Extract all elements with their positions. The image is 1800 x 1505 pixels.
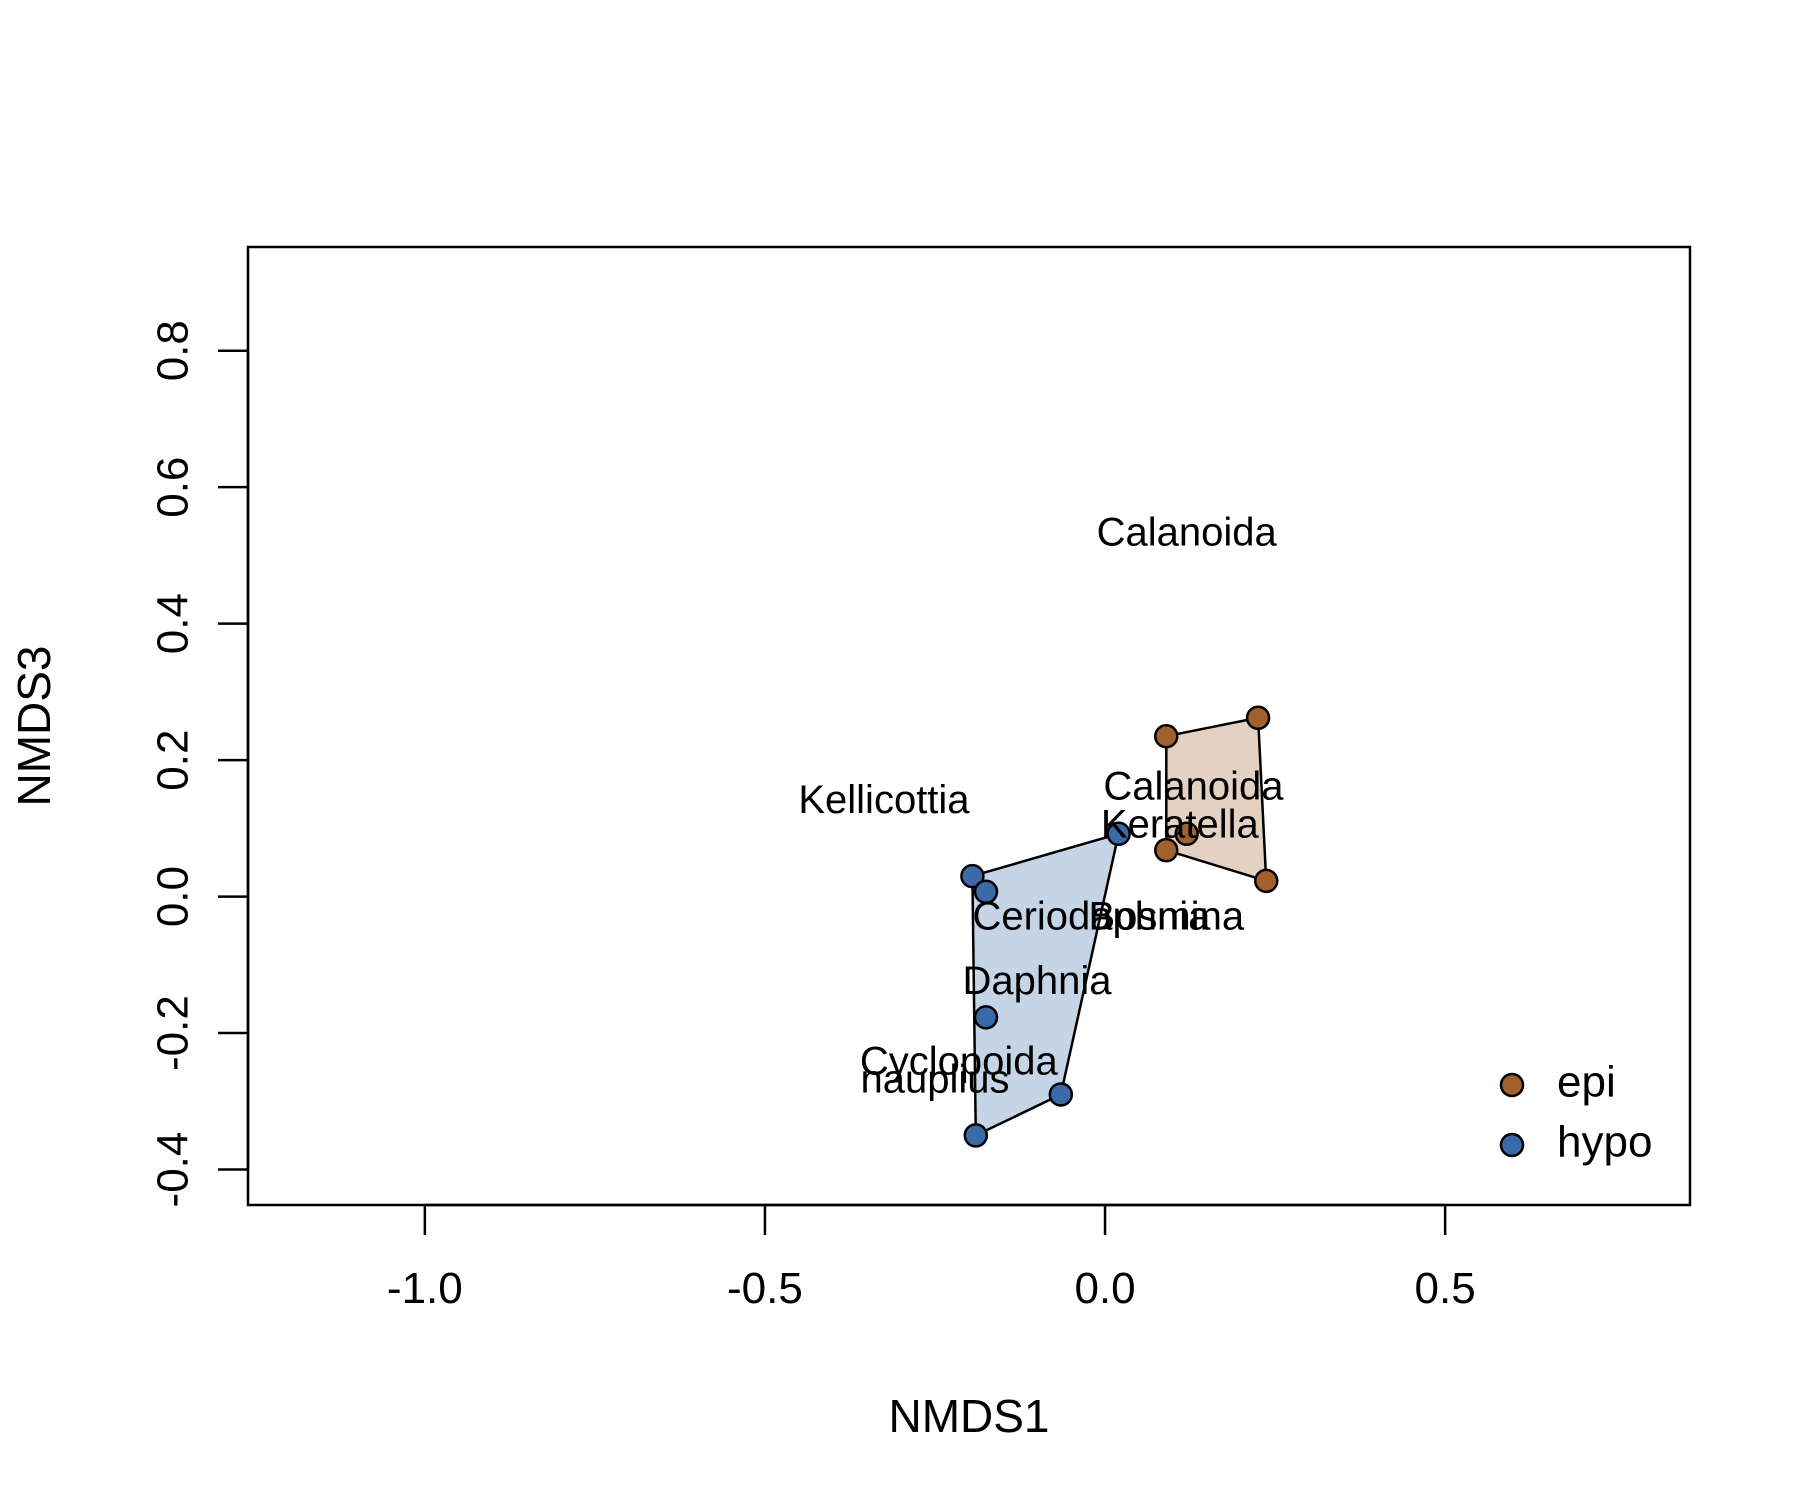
x-tick-label-2: 0.0 (1074, 1264, 1135, 1313)
point-epi-3 (1154, 837, 1179, 863)
species-label-5: Bosmina (1088, 895, 1244, 939)
x-tick-label-1: -0.5 (727, 1264, 803, 1313)
y-tick-label-0: -0.4 (149, 1132, 198, 1208)
legend-marker-hypo (1499, 1132, 1525, 1158)
x-tick-label-0: -1.0 (387, 1264, 463, 1313)
y-tick-label-1: -0.2 (149, 995, 198, 1071)
species-label-8: nauplius (860, 1058, 1009, 1102)
species-label-3: Kellicottia (798, 778, 970, 822)
point-epi-1 (1245, 705, 1271, 731)
point-epi-2 (1253, 868, 1279, 894)
x-axis-title: NMDS1 (888, 1390, 1049, 1442)
legend-marker-epi (1499, 1072, 1525, 1098)
species-label-2: Keratella (1101, 803, 1260, 847)
y-tick-label-3: 0.2 (149, 730, 198, 791)
y-axis-title: NMDS3 (8, 645, 60, 806)
x-tick-label-3: 0.5 (1415, 1264, 1476, 1313)
y-axis: -0.4 -0.2 0.0 0.2 0.4 0.6 0.8 (149, 320, 250, 1208)
point-hypo-2 (1106, 821, 1131, 847)
legend-label-epi: epi (1557, 1058, 1616, 1107)
legend-label-hypo: hypo (1557, 1118, 1652, 1167)
species-label-0: Calanoida (1097, 511, 1278, 555)
point-hypo-3 (973, 1005, 999, 1030)
species-label-7: Cyclopoida (860, 1039, 1059, 1083)
point-epi-0 (1154, 723, 1179, 749)
x-axis: -1.0 -0.5 0.0 0.5 (387, 1203, 1476, 1313)
species-label-layer: CalanoidaCalanoidaKeratellaKellicottiaCe… (798, 511, 1284, 1102)
y-tick-label-6: 0.8 (149, 320, 198, 381)
point-layer (960, 705, 1279, 1148)
legend: epi hypo (1499, 1058, 1652, 1167)
species-label-1: Calanoida (1103, 764, 1284, 808)
point-hypo-0 (960, 863, 985, 889)
y-tick-label-2: 0.0 (149, 866, 198, 927)
species-label-6: Daphnia (963, 959, 1113, 1003)
species-label-4: Ceriodaphnia (972, 895, 1211, 939)
y-tick-label-5: 0.6 (149, 457, 198, 518)
point-epi-4 (1174, 821, 1199, 847)
y-tick-label-4: 0.4 (149, 593, 198, 654)
point-hypo-4 (1048, 1082, 1074, 1107)
point-hypo-1 (973, 879, 999, 905)
point-hypo-5 (963, 1123, 989, 1148)
